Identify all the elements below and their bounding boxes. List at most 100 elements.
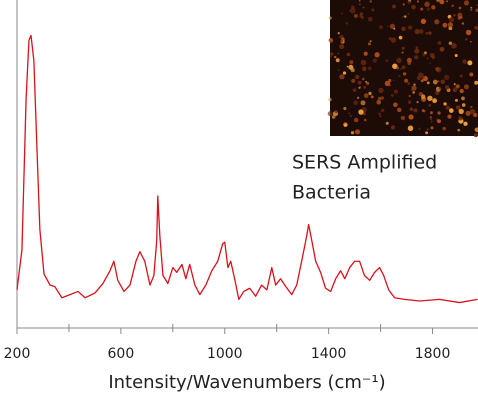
inset-dot bbox=[351, 5, 355, 9]
inset-dot bbox=[339, 44, 345, 50]
inset-dot bbox=[413, 108, 418, 113]
inset-dot bbox=[440, 79, 446, 84]
inset-dot bbox=[424, 1, 430, 7]
inset-dot bbox=[461, 96, 465, 101]
inset-dot bbox=[341, 12, 343, 15]
inset-dot bbox=[400, 115, 406, 121]
inset-dot bbox=[455, 98, 458, 102]
inset-dot bbox=[337, 52, 340, 55]
inset-dot bbox=[349, 7, 356, 14]
inset-dot bbox=[334, 109, 338, 114]
inset-dot bbox=[453, 89, 456, 92]
inset-dot bbox=[429, 116, 432, 119]
inset-dot bbox=[343, 106, 347, 111]
inset-dot bbox=[439, 47, 444, 52]
inset-dot bbox=[348, 112, 351, 115]
inset-dot bbox=[447, 22, 454, 28]
inset-dot bbox=[390, 125, 396, 130]
x-tick-label: 1400 bbox=[311, 346, 347, 362]
inset-dot bbox=[363, 118, 367, 122]
inset-dot bbox=[437, 119, 441, 124]
inset-dot bbox=[350, 131, 355, 135]
inset-dot bbox=[357, 80, 362, 85]
inset-dot bbox=[369, 40, 372, 43]
inset-dot bbox=[386, 25, 389, 28]
inset-dot bbox=[443, 102, 447, 106]
inset-dot bbox=[438, 86, 442, 90]
inset-dot bbox=[398, 35, 403, 40]
inset-dot bbox=[427, 95, 433, 101]
inset-dot bbox=[454, 53, 458, 57]
inset-dot bbox=[470, 105, 473, 109]
inset-dot bbox=[465, 110, 471, 116]
inset-dot bbox=[398, 74, 401, 78]
inset-dot bbox=[443, 74, 450, 81]
inset-dot bbox=[380, 96, 384, 100]
inset-dot bbox=[333, 55, 337, 59]
inset-dot bbox=[459, 74, 463, 78]
inset-dot bbox=[432, 79, 438, 85]
inset-dot bbox=[451, 42, 457, 49]
inset-dot bbox=[436, 0, 440, 2]
inset-dot bbox=[458, 108, 464, 115]
x-tick-label: 200 bbox=[4, 346, 31, 362]
inset-dot bbox=[337, 69, 340, 72]
inset-dot bbox=[353, 13, 358, 18]
inset-dot bbox=[474, 26, 477, 29]
inset-dot bbox=[453, 13, 456, 17]
inset-dot bbox=[429, 62, 431, 65]
inset-dot bbox=[412, 91, 415, 94]
inset-dot bbox=[388, 37, 392, 41]
inset-dot bbox=[421, 94, 426, 99]
inset-dot bbox=[388, 78, 392, 83]
inset-dot bbox=[393, 102, 398, 108]
inset-dot bbox=[448, 17, 455, 23]
inset-dot bbox=[475, 8, 478, 12]
inset-dot bbox=[340, 39, 344, 43]
inset-dot bbox=[361, 77, 365, 81]
inset-dot bbox=[407, 61, 412, 66]
inset-dot bbox=[354, 74, 360, 80]
inset-dot bbox=[384, 80, 391, 87]
inset-dot bbox=[329, 55, 332, 58]
inset-dot bbox=[363, 93, 369, 98]
inset-dot bbox=[449, 108, 454, 113]
inset-dot bbox=[343, 123, 348, 127]
inset-dot bbox=[458, 116, 463, 121]
inset-dot bbox=[374, 52, 380, 58]
inset-dot bbox=[351, 78, 356, 83]
inset-dot bbox=[414, 48, 420, 54]
inset-dot bbox=[427, 128, 429, 131]
inset-dot bbox=[426, 81, 430, 85]
inset-dot bbox=[435, 90, 440, 96]
inset-dot bbox=[360, 59, 367, 66]
inset-dot bbox=[408, 94, 411, 97]
inset-dot bbox=[422, 53, 426, 57]
inset-dot bbox=[378, 87, 384, 94]
inset-dot bbox=[368, 91, 372, 96]
inset-dot bbox=[414, 55, 419, 60]
inset-dot bbox=[408, 114, 414, 120]
inset-dot bbox=[367, 42, 371, 46]
inset-dot bbox=[465, 38, 468, 41]
inset-dot bbox=[342, 71, 347, 75]
inset-dot bbox=[416, 0, 420, 3]
inset-dot bbox=[421, 109, 425, 112]
inset-dot bbox=[428, 103, 432, 107]
inset-dot bbox=[473, 112, 478, 118]
inset-dot bbox=[413, 83, 416, 86]
inset-dot bbox=[460, 16, 463, 19]
inset-dot bbox=[461, 103, 466, 107]
inset-dot bbox=[401, 26, 406, 32]
inset-dot bbox=[401, 51, 404, 54]
inset-dot bbox=[337, 32, 340, 35]
inset-dot bbox=[367, 66, 372, 71]
inset-dot bbox=[448, 41, 453, 45]
inset-dot bbox=[469, 72, 474, 77]
inset-dot bbox=[352, 88, 357, 92]
inset-dot bbox=[378, 112, 382, 116]
inset-dot bbox=[470, 6, 473, 9]
inset-dot bbox=[429, 111, 433, 115]
x-tick-label: 600 bbox=[108, 346, 135, 362]
inset-dot bbox=[404, 15, 407, 18]
